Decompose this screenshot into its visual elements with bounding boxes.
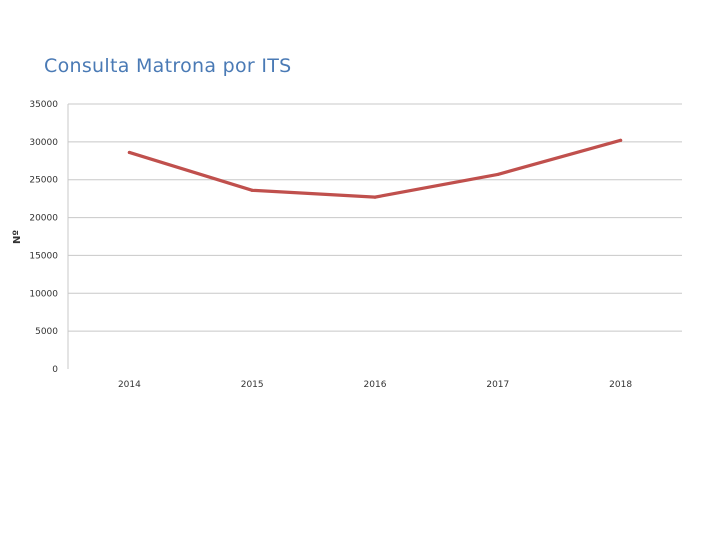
- y-tick-label: 0: [52, 365, 58, 375]
- y-tick-label: 35000: [29, 100, 58, 110]
- data-point-2017: [496, 172, 500, 177]
- y-tick-labels: 0 5000 10000 15000 20000 25000 30000 35000: [29, 100, 58, 375]
- data-point-2018: [619, 138, 623, 142]
- x-tick-label: 2017: [486, 380, 509, 390]
- chart-title: Consulta Matrona por ITS: [44, 55, 292, 77]
- x-tick-label: 2018: [609, 380, 632, 390]
- y-axis-label: Nº: [12, 230, 23, 244]
- y-tick-label: 30000: [29, 138, 58, 148]
- data-point-2014: [127, 150, 131, 155]
- series: [127, 138, 623, 199]
- y-tick-label: 20000: [29, 214, 58, 224]
- data-point-2016: [373, 195, 377, 199]
- series-line: [127, 138, 623, 199]
- y-tick-label: 5000: [35, 327, 58, 337]
- y-tick-label: 25000: [29, 176, 58, 186]
- data-point-2015: [250, 188, 254, 192]
- x-tick-labels: 2014 2015 2016 2017 2018: [118, 380, 632, 390]
- gridlines: [68, 103, 682, 332]
- y-tick-label: 10000: [29, 289, 58, 299]
- y-tick-label: 15000: [29, 251, 58, 261]
- x-tick-label: 2016: [364, 380, 387, 390]
- x-tick-label: 2015: [241, 380, 264, 390]
- x-tick-label: 2014: [118, 380, 141, 390]
